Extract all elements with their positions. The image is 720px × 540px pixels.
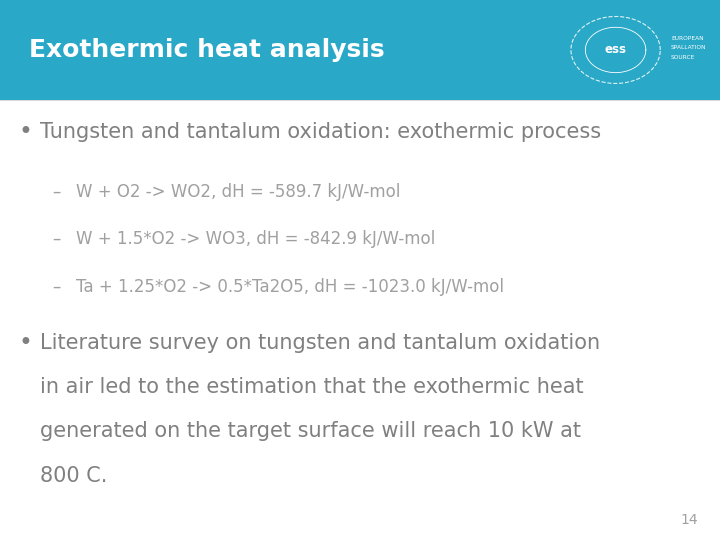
Text: •: • (18, 120, 32, 144)
Text: –: – (52, 230, 60, 248)
Text: Literature survey on tungsten and tantalum oxidation: Literature survey on tungsten and tantal… (40, 333, 600, 353)
Text: –: – (52, 278, 60, 296)
FancyBboxPatch shape (0, 0, 720, 100)
Text: generated on the target surface will reach 10 kW at: generated on the target surface will rea… (40, 421, 580, 442)
Text: W + O2 -> WO2, dH = -589.7 kJ/W-mol: W + O2 -> WO2, dH = -589.7 kJ/W-mol (76, 183, 400, 201)
Text: W + 1.5*O2 -> WO3, dH = -842.9 kJ/W-mol: W + 1.5*O2 -> WO3, dH = -842.9 kJ/W-mol (76, 230, 435, 248)
Text: SOURCE: SOURCE (671, 55, 696, 60)
Text: 800 C.: 800 C. (40, 465, 107, 486)
Text: EUROPEAN: EUROPEAN (671, 36, 703, 40)
Text: •: • (18, 331, 32, 355)
Text: in air led to the estimation that the exothermic heat: in air led to the estimation that the ex… (40, 377, 583, 397)
Text: Exothermic heat analysis: Exothermic heat analysis (29, 38, 384, 62)
Text: Ta + 1.25*O2 -> 0.5*Ta2O5, dH = -1023.0 kJ/W-mol: Ta + 1.25*O2 -> 0.5*Ta2O5, dH = -1023.0 … (76, 278, 503, 296)
Text: ess: ess (605, 43, 626, 57)
Text: –: – (52, 183, 60, 201)
Polygon shape (585, 28, 646, 72)
Text: SPALLATION: SPALLATION (671, 45, 706, 50)
Text: 14: 14 (681, 512, 698, 526)
Text: Tungsten and tantalum oxidation: exothermic process: Tungsten and tantalum oxidation: exother… (40, 122, 600, 143)
